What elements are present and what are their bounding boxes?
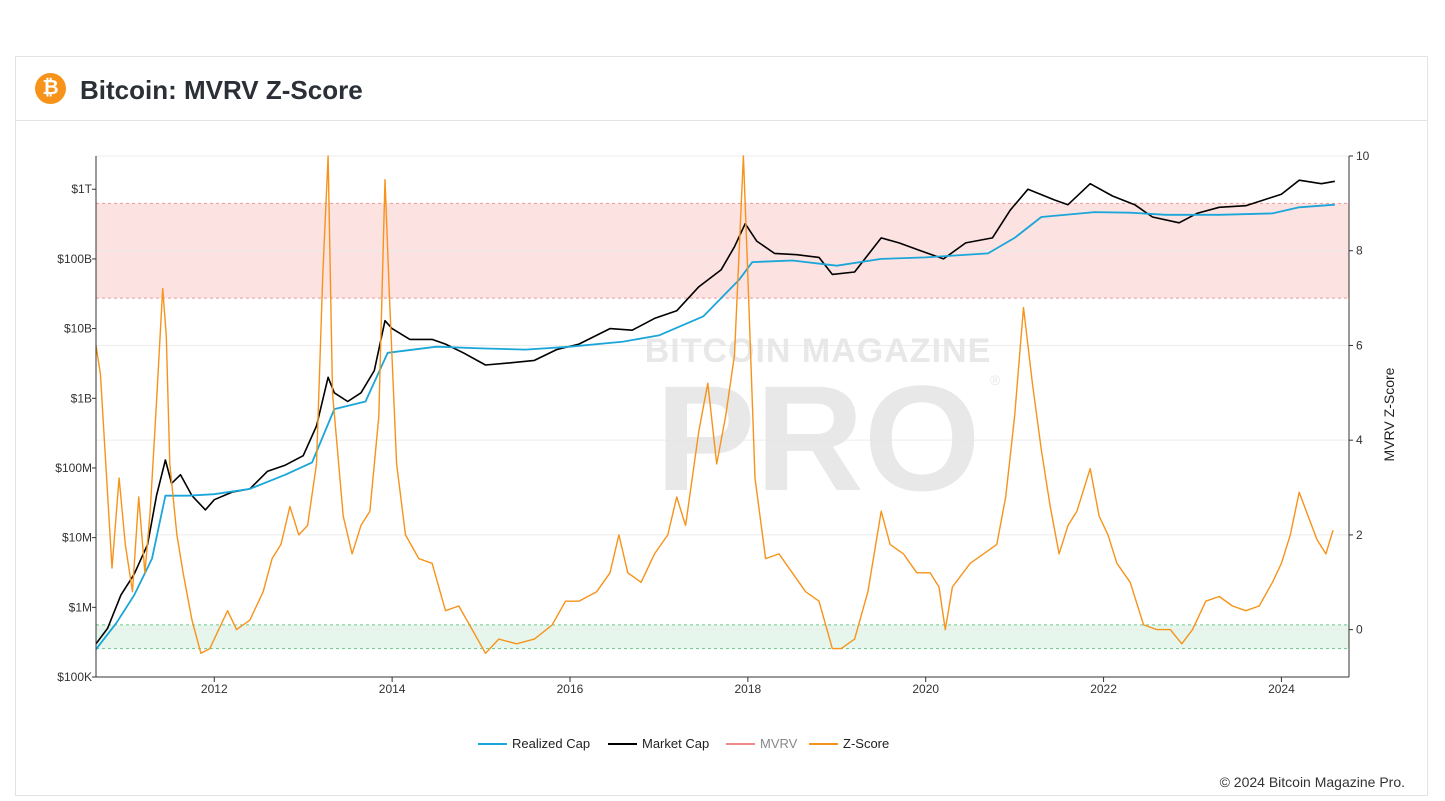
chart-header: ₿ Bitcoin: MVRV Z-Score: [16, 57, 1427, 121]
right-tick-label: 6: [1356, 338, 1363, 352]
left-tick-label: $100M: [55, 461, 92, 475]
watermark-reg: ®: [990, 372, 1001, 388]
legend-label: Z-Score: [843, 736, 889, 751]
chart-card: ₿ Bitcoin: MVRV Z-Score: [15, 56, 1428, 796]
right-tick-label: 10: [1356, 149, 1370, 163]
x-tick-label: 2022: [1090, 682, 1117, 696]
x-tick-label: 2024: [1268, 682, 1295, 696]
x-tick-label: 2012: [201, 682, 228, 696]
x-tick-label: 2014: [379, 682, 406, 696]
legend-item-market-cap[interactable]: Market Cap: [608, 736, 709, 751]
bitcoin-icon: ₿: [35, 73, 66, 104]
legend-label: Realized Cap: [512, 736, 590, 751]
realized-cap-line: [95, 203, 1335, 650]
legend: Realized Cap Market Cap MVRV Z-Score: [478, 736, 889, 751]
watermark-line1: BITCOIN MAGAZINE: [645, 332, 992, 370]
series-layer: [95, 155, 1335, 654]
copyright-text: © 2024 Bitcoin Magazine Pro.: [1219, 774, 1405, 790]
left-tick-label: $10M: [62, 531, 92, 545]
left-tick-label: $100B: [57, 252, 92, 266]
left-tick-label: $1M: [69, 600, 92, 614]
right-tick-label: 4: [1356, 433, 1363, 447]
left-tick-label: $100K: [57, 670, 92, 684]
legend-label: Market Cap: [642, 736, 709, 751]
zscore-line: [95, 155, 1334, 654]
left-tick-label: $1B: [71, 391, 92, 405]
right-tick-label: 0: [1356, 623, 1363, 637]
right-tick-label: 2: [1356, 528, 1363, 542]
grid-layer: [96, 155, 1349, 631]
right-axis-label: MVRV Z-Score: [1381, 367, 1397, 461]
left-tick-label: $10B: [64, 322, 92, 336]
chart-title: Bitcoin: MVRV Z-Score: [80, 75, 363, 105]
legend-item-mvrv[interactable]: MVRV: [726, 736, 798, 751]
x-tick-label: 2016: [557, 682, 584, 696]
right-tick-label: 8: [1356, 244, 1363, 258]
x-tick-label: 2020: [912, 682, 939, 696]
legend-label: MVRV: [760, 736, 798, 751]
green-zone: [96, 624, 1349, 649]
legend-item-realized-cap[interactable]: Realized Cap: [478, 736, 590, 751]
axes-layer: $100K $1M $10M $100M $1B $10B $100B $1T 0 2 4 6 8 10 M…: [55, 149, 1397, 696]
legend-item-z-score[interactable]: Z-Score: [809, 736, 889, 751]
x-tick-label: 2018: [734, 682, 761, 696]
watermark: BITCOIN MAGAZINE PRO ®: [645, 332, 1001, 522]
left-tick-label: $1T: [71, 182, 92, 196]
watermark-line2: PRO: [655, 354, 980, 522]
market-cap-line: [95, 179, 1335, 645]
